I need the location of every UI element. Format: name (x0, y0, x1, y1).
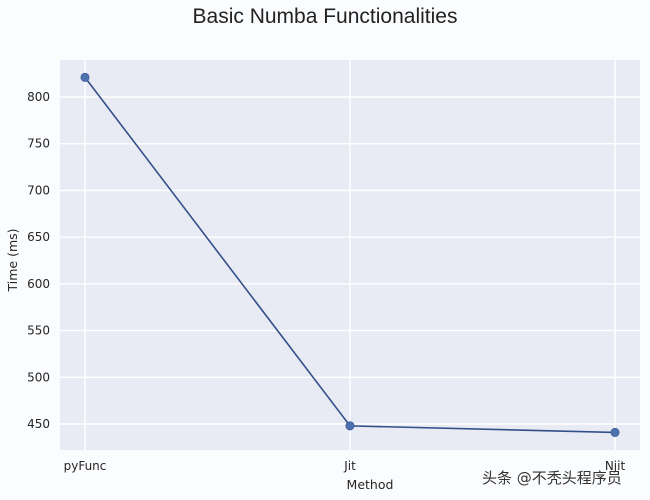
data-point-marker (610, 427, 620, 437)
x-tick-label: Njit (605, 459, 626, 473)
x-axis-label: Method (347, 477, 394, 492)
y-tick-label: 450 (27, 417, 50, 431)
y-tick-label: 750 (27, 137, 50, 151)
y-tick-label: 550 (27, 324, 50, 338)
x-tick-label: Jit (343, 459, 356, 473)
data-point-marker (345, 421, 355, 431)
data-point-marker (80, 72, 90, 82)
y-tick-label: 650 (27, 230, 50, 244)
y-tick-label: 500 (27, 370, 50, 384)
y-tick-label: 700 (27, 183, 50, 197)
y-tick-label: 600 (27, 277, 50, 291)
watermark-text: 头条 @不秃头程序员 (482, 469, 622, 487)
y-axis-label: Time (ms) (5, 228, 20, 292)
x-tick-label: pyFunc (64, 459, 107, 473)
chart-title: Basic Numba Functionalities (192, 5, 458, 28)
y-tick-label: 800 (27, 90, 50, 104)
